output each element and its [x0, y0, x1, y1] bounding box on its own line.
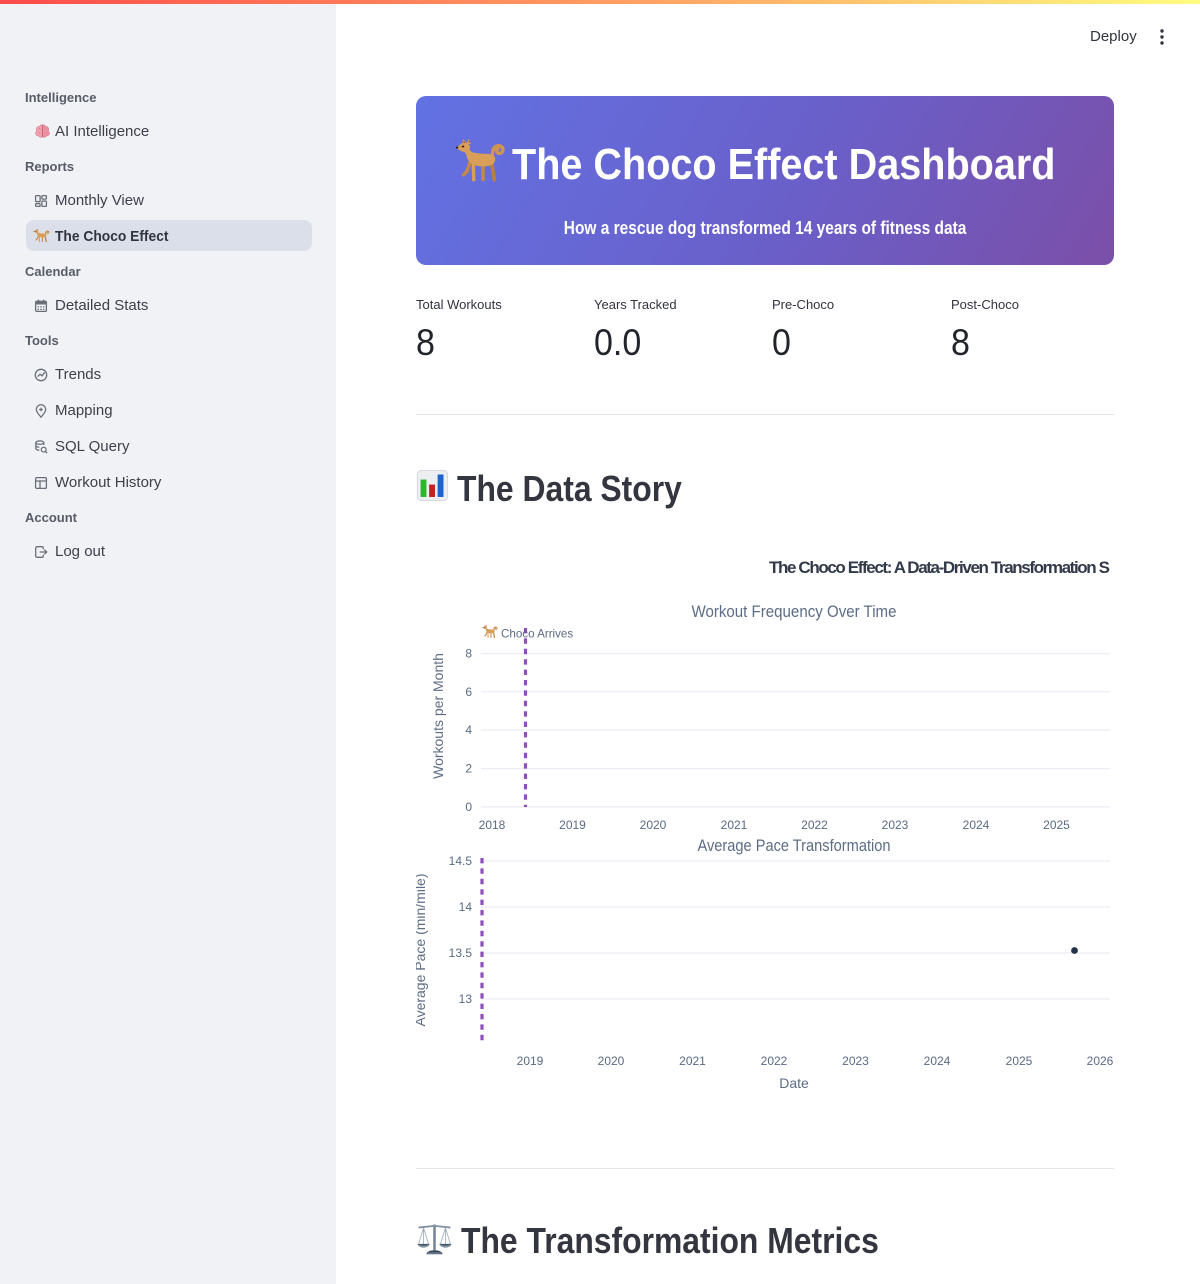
svg-text:2026: 2026	[1087, 1054, 1114, 1068]
svg-text:2023: 2023	[882, 818, 909, 832]
svg-text:2021: 2021	[721, 818, 748, 832]
svg-text:2020: 2020	[598, 1054, 625, 1068]
svg-text:2022: 2022	[761, 1054, 788, 1068]
svg-text:Date: Date	[779, 1075, 809, 1091]
svg-text:0: 0	[465, 800, 472, 814]
svg-text:13: 13	[459, 992, 473, 1006]
svg-text:4: 4	[465, 723, 472, 737]
svg-text:13.5: 13.5	[449, 946, 473, 960]
svg-text:Choco Arrives: Choco Arrives	[501, 628, 573, 641]
svg-text:2025: 2025	[1043, 818, 1070, 832]
svg-text:Workout Frequency Over Time: Workout Frequency Over Time	[692, 602, 897, 621]
svg-text:2023: 2023	[842, 1054, 869, 1068]
svg-text:Average Pace Transformation: Average Pace Transformation	[698, 836, 891, 855]
svg-text:Average Pace (min/mile): Average Pace (min/mile)	[416, 873, 428, 1026]
svg-text:2018: 2018	[479, 818, 506, 832]
svg-text:2020: 2020	[640, 818, 667, 832]
svg-text:2025: 2025	[1006, 1054, 1033, 1068]
svg-text:2019: 2019	[559, 818, 586, 832]
svg-text:Workouts per Month: Workouts per Month	[430, 653, 446, 779]
svg-text:8: 8	[465, 647, 472, 661]
svg-text:2024: 2024	[963, 818, 990, 832]
svg-text:2: 2	[465, 762, 472, 776]
svg-text:6: 6	[465, 685, 472, 699]
svg-text:14: 14	[459, 900, 473, 914]
svg-text:14.5: 14.5	[449, 854, 473, 868]
svg-text:The Choco Effect: A Data-Drive: The Choco Effect: A Data-Driven Transfor…	[769, 558, 1110, 577]
svg-text:2022: 2022	[801, 818, 828, 832]
svg-text:2019: 2019	[517, 1054, 544, 1068]
svg-text:2021: 2021	[679, 1054, 706, 1068]
svg-text:2024: 2024	[924, 1054, 951, 1068]
